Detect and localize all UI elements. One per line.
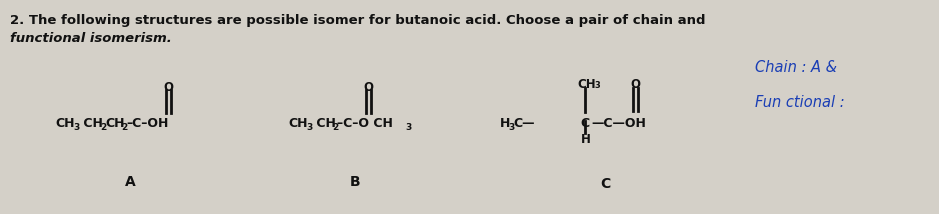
Text: CH: CH [288,116,307,129]
Text: CH: CH [577,78,595,91]
Text: 3: 3 [508,122,515,131]
Text: CH: CH [79,116,103,129]
Text: O: O [163,81,173,94]
Text: 2: 2 [121,122,128,131]
Text: H: H [500,116,511,129]
Text: H: H [581,133,591,146]
Text: 3: 3 [73,122,79,131]
Text: O: O [630,78,640,91]
Text: A: A [125,175,135,189]
Text: CH: CH [55,116,74,129]
Text: 2: 2 [100,122,106,131]
Text: Chain : A &: Chain : A & [755,60,837,75]
Text: –C–O CH: –C–O CH [337,116,393,129]
Text: CH: CH [105,116,125,129]
Text: –C–OH: –C–OH [126,116,168,129]
Text: 2: 2 [332,122,338,131]
Text: 3: 3 [594,81,600,90]
Text: 3: 3 [405,122,411,131]
Text: 3: 3 [306,122,313,131]
Text: C: C [580,116,589,129]
Text: C: C [600,177,610,191]
Text: Fun ctional :: Fun ctional : [755,95,844,110]
Text: —C—OH: —C—OH [591,116,646,129]
Text: C—: C— [513,116,534,129]
Text: B: B [349,175,361,189]
Text: CH: CH [312,116,336,129]
Text: 2. The following structures are possible isomer for butanoic acid. Choose a pair: 2. The following structures are possible… [10,14,705,27]
Text: O: O [363,81,373,94]
Text: functional isomerism.: functional isomerism. [10,32,172,45]
